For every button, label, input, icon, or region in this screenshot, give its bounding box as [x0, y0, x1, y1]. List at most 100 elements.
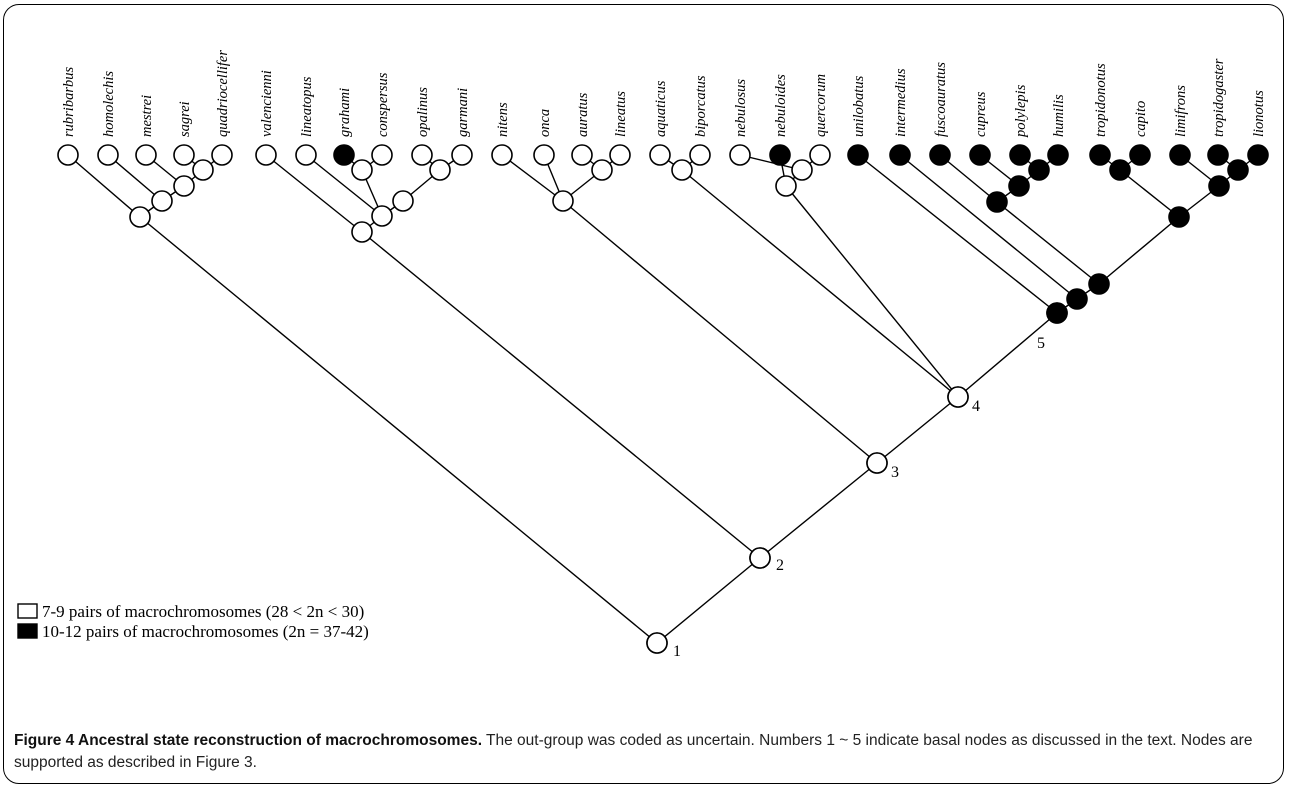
internal-node [986, 191, 1008, 213]
tip-node [451, 144, 473, 166]
legend: 7-9 pairs of macrochromosomes (28 < 2n <… [17, 602, 369, 641]
taxon-label: grahami [337, 88, 353, 137]
internal-node [775, 175, 797, 197]
branch-line [957, 312, 1058, 398]
branch-line [67, 154, 141, 218]
branch-line [876, 396, 959, 464]
tip-node [1247, 144, 1269, 166]
branch-line [785, 185, 959, 398]
branch-line [361, 231, 761, 559]
branch-line [265, 154, 363, 233]
tip-node [1207, 144, 1229, 166]
tip-node [1129, 144, 1151, 166]
internal-node [1227, 159, 1249, 181]
tip-node [809, 144, 831, 166]
tip-node [689, 144, 711, 166]
tip-node [571, 144, 593, 166]
branch-line [759, 462, 878, 559]
internal-node [591, 159, 613, 181]
internal-node [429, 159, 451, 181]
basal-node-number: 1 [673, 643, 681, 660]
tip-node [57, 144, 79, 166]
branch-line [305, 154, 383, 217]
tip-node [211, 144, 233, 166]
internal-node [671, 159, 693, 181]
taxon-label: sagrei [177, 101, 193, 137]
taxon-labels: rubribarbus homolechis mestrei sagrei quadri… [61, 50, 1267, 138]
internal-node [791, 159, 813, 181]
tip-node [1089, 144, 1111, 166]
taxon-label: onca [537, 109, 553, 137]
internal-node [129, 206, 151, 228]
taxon-label: rubribarbus [61, 67, 77, 137]
basal-node-2 [749, 547, 771, 569]
internal-node [392, 190, 414, 212]
phylogenetic-tree: rubribarbus homolechis mestrei sagrei quadri… [17, 50, 1269, 660]
taxon-label: nitens [495, 102, 511, 137]
basal-node-number: 4 [972, 398, 980, 415]
taxon-label: quercorum [813, 74, 829, 137]
tip-node [295, 144, 317, 166]
branch-line [107, 154, 163, 202]
internal-node [1066, 288, 1088, 310]
internal-node [192, 159, 214, 181]
basal-node-4 [947, 386, 969, 408]
branch-line [139, 216, 658, 644]
basal-node-number: 5 [1037, 335, 1045, 352]
tip-node [333, 144, 355, 166]
internal-node [1028, 159, 1050, 181]
tip-node [729, 144, 751, 166]
internal-node [173, 175, 195, 197]
taxon-label: biporcatus [693, 75, 709, 137]
tip-node [1047, 144, 1069, 166]
tip-node [533, 144, 555, 166]
taxon-label: lineatopus [299, 76, 315, 137]
branch-line [899, 154, 1078, 300]
taxon-label: fuscoauratus [933, 62, 949, 137]
taxon-label: lineatus [613, 91, 629, 137]
tip-node [135, 144, 157, 166]
taxon-label: mestrei [139, 95, 155, 137]
legend-swatch-open [17, 603, 38, 619]
basal-node-5 [1046, 302, 1068, 324]
taxon-label: nebulosus [733, 79, 749, 137]
branch-line [857, 154, 1058, 314]
tip-node [97, 144, 119, 166]
internal-node [351, 159, 373, 181]
branch-line [1119, 169, 1180, 218]
internal-node [1208, 175, 1230, 197]
tree-nodes [57, 144, 1269, 654]
branch-line [1098, 216, 1180, 285]
tip-node [1169, 144, 1191, 166]
internal-node [371, 205, 393, 227]
basal-node-number: 3 [891, 464, 899, 481]
internal-node [1109, 159, 1131, 181]
taxon-label: capito [1133, 101, 1149, 137]
taxon-label: homolechis [101, 71, 117, 137]
figure-frame [3, 4, 1284, 784]
tip-node [609, 144, 631, 166]
taxon-label: intermedius [893, 68, 909, 137]
tip-node [847, 144, 869, 166]
taxon-label: tropidonotus [1093, 63, 1109, 137]
taxon-label: nebuloides [773, 74, 789, 137]
tip-node [929, 144, 951, 166]
internal-node [151, 190, 173, 212]
internal-node [552, 190, 574, 212]
basal-node-numbers: 1 2 3 4 5 [673, 335, 1045, 660]
legend-swatch-filled [17, 623, 38, 639]
internal-node [351, 221, 373, 243]
taxon-label: lionotus [1251, 90, 1267, 137]
basal-node-3 [866, 452, 888, 474]
taxon-label: unilobatus [851, 75, 867, 137]
figure-caption: Figure 4 Ancestral state reconstruction … [14, 730, 1276, 774]
basal-node-number: 2 [776, 557, 784, 574]
taxon-label: tropidogaster [1211, 58, 1227, 137]
taxon-label: conspersus [375, 72, 391, 137]
taxon-label: valencienni [259, 70, 275, 137]
caption-title: Figure 4 Ancestral state reconstruction … [14, 732, 482, 749]
internal-node [1088, 273, 1110, 295]
internal-node [1168, 206, 1190, 228]
branch-line [996, 201, 1100, 285]
internal-node [1008, 175, 1030, 197]
